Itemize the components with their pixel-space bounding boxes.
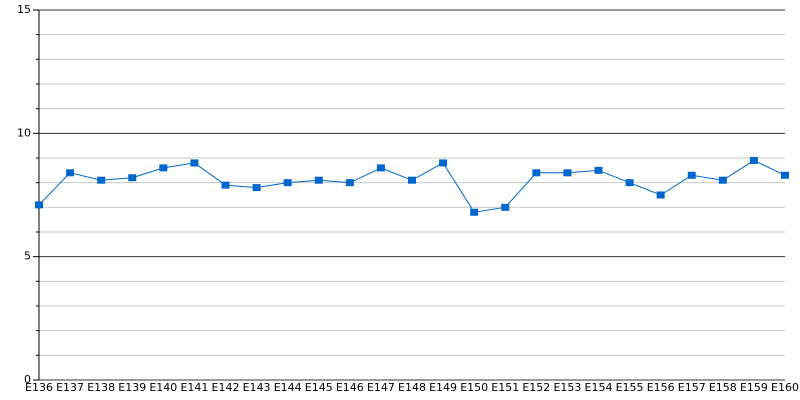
x-tick-label: E146: [336, 381, 364, 394]
x-tick-label: E138: [87, 381, 115, 394]
point-marker: [128, 174, 137, 182]
x-tick-label: E145: [305, 381, 333, 394]
x-tick-label: E143: [243, 381, 271, 394]
point-marker: [97, 176, 106, 184]
point-marker: [159, 164, 168, 172]
x-tick-label: E140: [149, 381, 177, 394]
point-marker: [687, 171, 696, 179]
x-tick-label: E142: [212, 381, 240, 394]
point-marker: [221, 181, 230, 189]
point-marker: [66, 169, 75, 177]
x-tick-label: E151: [491, 381, 519, 394]
point-marker: [625, 179, 634, 187]
x-tick-label: E150: [460, 381, 488, 394]
point-marker: [656, 191, 665, 199]
x-tick-label: E147: [367, 381, 395, 394]
x-tick-label: E152: [522, 381, 550, 394]
y-tick-label: 5: [24, 250, 31, 263]
x-tick-label: E158: [709, 381, 737, 394]
x-tick-label: E136: [25, 381, 53, 394]
point-marker: [252, 184, 261, 192]
point-marker: [749, 156, 758, 164]
point-marker: [781, 171, 789, 179]
point-marker: [283, 179, 292, 187]
point-marker: [190, 159, 199, 167]
x-tick-label: E137: [56, 381, 84, 394]
y-tick-label: 10: [17, 126, 31, 139]
point-marker: [314, 176, 323, 184]
point-marker: [376, 164, 385, 172]
x-tick-label: E144: [274, 381, 302, 394]
point-marker: [563, 169, 572, 177]
point-marker: [470, 208, 479, 216]
x-tick-label: E148: [398, 381, 426, 394]
point-marker: [532, 169, 541, 177]
x-tick-label: E139: [118, 381, 146, 394]
x-tick-label: E141: [180, 381, 208, 394]
point-marker: [718, 176, 727, 184]
point-marker: [35, 201, 43, 209]
point-marker: [439, 159, 448, 167]
x-tick-label: E153: [553, 381, 581, 394]
x-tick-label: E154: [585, 381, 613, 394]
point-marker: [594, 166, 603, 174]
point-marker: [408, 176, 416, 184]
point-marker: [501, 203, 510, 211]
x-tick-label: E149: [429, 381, 457, 394]
y-tick-label: 0: [24, 373, 31, 386]
x-tick-label: E159: [740, 381, 768, 394]
x-tick-label: E160: [771, 381, 799, 394]
series-line: [38, 159, 786, 213]
point-marker: [345, 179, 354, 187]
x-tick-label: E156: [647, 381, 675, 394]
x-tick-label: E155: [616, 381, 644, 394]
x-tick-label: E157: [678, 381, 706, 394]
y-tick-label: 15: [17, 3, 31, 16]
